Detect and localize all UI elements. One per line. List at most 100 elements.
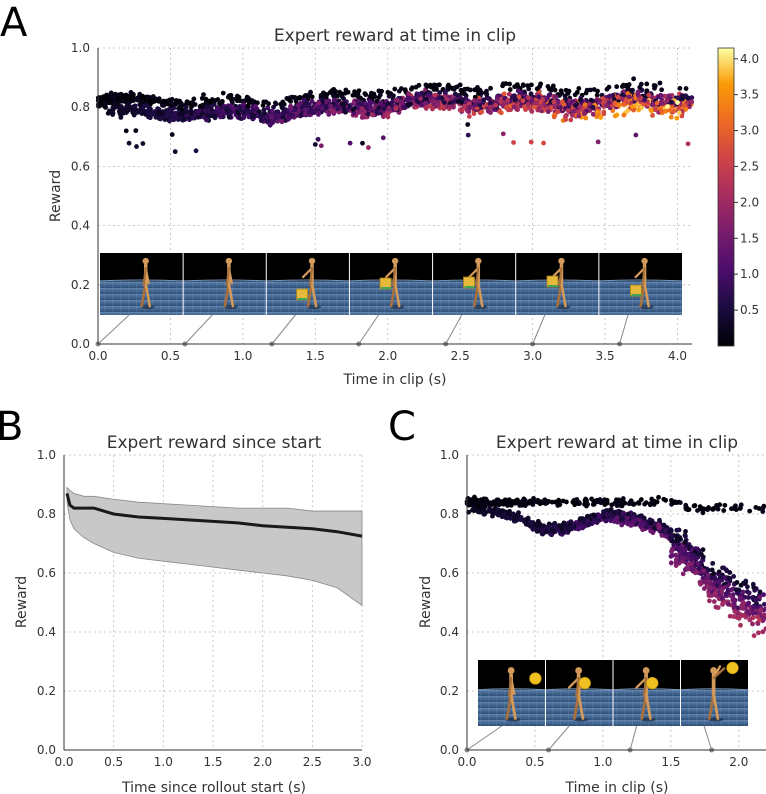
panel-b-mean-line	[65, 492, 363, 538]
panel-a-ytick-label: 0.4	[71, 219, 90, 233]
panel-c-point	[567, 524, 572, 530]
panel-a-point	[204, 117, 209, 123]
panel-a-point	[259, 118, 264, 123]
panel-a-point	[423, 100, 429, 106]
panel-a-point	[215, 106, 221, 111]
panel-a-point	[331, 93, 336, 99]
panel-a-point	[529, 109, 535, 114]
panel-a-point	[116, 92, 122, 98]
panel-a-point	[569, 112, 575, 118]
panel-a-thumbnail	[432, 253, 516, 315]
panel-b-title: Expert reward since start	[107, 433, 322, 453]
panel-c-point	[504, 515, 510, 521]
panel-a-point	[288, 105, 294, 110]
colorbar-ticks: 0.5 1.0 1.5 2.0 2.5 3.0 3.5 4.0	[734, 52, 759, 317]
panel-c-point	[501, 512, 507, 517]
panel-c-point	[731, 614, 737, 619]
panel-a-point	[147, 115, 153, 121]
panel-c-point	[471, 508, 477, 514]
panel-c-ylabel: Reward	[418, 576, 434, 628]
panel-c-xtick-label: 2.0	[729, 755, 748, 769]
panel-a-point	[138, 100, 144, 106]
panel-c-point	[709, 575, 714, 581]
panel-c-point	[753, 597, 759, 603]
panel-a-point	[515, 84, 521, 90]
panel-c-point	[683, 528, 688, 534]
panel-c-thumbnail	[545, 660, 614, 726]
panel-c-point	[638, 497, 644, 502]
panel-a-point	[429, 99, 435, 104]
panel-a-point	[441, 100, 447, 106]
panel-a-point	[625, 108, 631, 114]
panel-a-point	[237, 107, 243, 113]
panel-a-point	[179, 106, 185, 112]
panel-c-point	[682, 555, 687, 561]
panel-c-point	[732, 505, 737, 510]
panel-a-point	[275, 109, 281, 115]
panel-b-xtick-label: 3.0	[352, 755, 371, 769]
panel-a-point	[328, 103, 334, 109]
panel-a-xtick-label: 3.5	[596, 349, 615, 363]
panel-a-point	[601, 97, 607, 103]
panel-c-point	[493, 502, 498, 508]
panel-a-point	[369, 112, 375, 118]
panel-a-point	[584, 87, 590, 93]
panel-a-title: Expert reward at time in clip	[274, 26, 516, 46]
panel-c-point	[604, 497, 610, 503]
panel-c-point	[561, 520, 567, 526]
panel-a-point	[588, 97, 594, 103]
panel-a-point	[563, 114, 568, 119]
panel-c-point	[539, 500, 544, 506]
panel-a-point	[582, 102, 588, 108]
panel-a-point	[559, 99, 565, 104]
panel-c-point	[750, 621, 755, 627]
panel-b-xtick-label: 2.0	[253, 755, 272, 769]
panel-a-point	[631, 76, 637, 82]
panel-b-xtick-label: 1.5	[203, 755, 222, 769]
panel-c-point	[520, 498, 526, 503]
panel-c-point	[532, 498, 538, 504]
panel-c-point	[471, 504, 477, 510]
panel-c-point	[648, 520, 654, 526]
panel-c-point	[669, 497, 674, 503]
panel-c-point	[721, 565, 727, 571]
panel-a-point	[169, 101, 174, 106]
colorbar-tick-label: 0.5	[740, 303, 759, 317]
panel-a-point	[408, 86, 414, 92]
panel-a-point	[327, 90, 333, 95]
panel-a-point	[280, 105, 285, 111]
panel-a-point	[379, 88, 385, 94]
panel-c-point	[630, 514, 636, 520]
panel-c-point	[656, 525, 662, 531]
panel-c-point	[527, 519, 533, 525]
panel-a-point	[351, 111, 357, 116]
panel-a-point	[352, 89, 357, 95]
panel-a-point	[367, 102, 372, 108]
panel-c-point	[684, 565, 690, 571]
panel-a-point	[431, 87, 437, 92]
panel-a-thumbnail-connector	[184, 314, 213, 345]
panel-a-point	[315, 104, 321, 110]
panel-b-xtick-label: 0.5	[104, 755, 123, 769]
panel-a-point	[664, 98, 670, 104]
panel-a-thumbnail-connector	[532, 314, 546, 345]
panel-a-point	[507, 81, 512, 87]
panel-c-point	[480, 508, 485, 514]
panel-a-point	[114, 104, 120, 110]
colorbar-tick-label: 4.0	[740, 52, 759, 66]
panel-c-point	[706, 567, 711, 573]
panel-a-point	[488, 104, 493, 110]
panel-a-point	[189, 104, 194, 110]
panel-c-point	[705, 575, 710, 581]
panel-a-ticks: 0.0 0.5 1.0 1.5 2.0 2.5 3.0 3.5 4.0 0.0 0.2 0.4 0.6 0…	[71, 41, 692, 363]
panel-a-point	[356, 109, 362, 115]
panel-c-point	[678, 554, 683, 560]
panel-c-point	[620, 496, 626, 501]
panel-c-point	[723, 591, 729, 597]
panel-c-point	[700, 510, 706, 516]
panel-c-point	[715, 605, 721, 611]
panel-c-point	[479, 501, 485, 507]
panel-a-point	[590, 104, 596, 110]
panel-a-point	[525, 95, 531, 101]
panel-c-point	[650, 530, 656, 536]
